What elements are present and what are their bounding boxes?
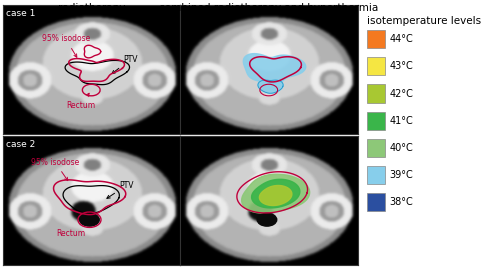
Text: 95% isodose: 95% isodose: [42, 34, 90, 57]
Ellipse shape: [80, 213, 99, 226]
Text: Rectum: Rectum: [56, 218, 86, 238]
Text: 40°C: 40°C: [390, 143, 413, 153]
Polygon shape: [242, 174, 310, 213]
FancyBboxPatch shape: [366, 166, 386, 184]
Text: PTV: PTV: [112, 55, 138, 73]
Text: case 1: case 1: [6, 9, 36, 18]
Text: 43°C: 43°C: [390, 61, 413, 71]
Text: 39°C: 39°C: [390, 170, 413, 180]
FancyBboxPatch shape: [366, 139, 386, 157]
Text: 38°C: 38°C: [390, 197, 413, 207]
Polygon shape: [252, 179, 300, 208]
Text: 95% isodose: 95% isodose: [31, 158, 79, 181]
Text: PTV: PTV: [107, 181, 134, 198]
Polygon shape: [258, 80, 283, 93]
FancyBboxPatch shape: [366, 57, 386, 75]
Text: Rectum: Rectum: [66, 93, 96, 110]
Polygon shape: [244, 54, 306, 85]
Text: 42°C: 42°C: [390, 89, 413, 99]
FancyBboxPatch shape: [366, 85, 386, 103]
FancyBboxPatch shape: [366, 112, 386, 130]
Text: 44°C: 44°C: [390, 34, 413, 44]
Text: radiotherapy: radiotherapy: [58, 3, 125, 13]
FancyBboxPatch shape: [366, 30, 386, 48]
Text: case 2: case 2: [6, 140, 36, 149]
Polygon shape: [260, 185, 292, 205]
Text: 41°C: 41°C: [390, 116, 413, 126]
Text: isotemperature levels: isotemperature levels: [366, 16, 480, 26]
FancyBboxPatch shape: [366, 193, 386, 211]
Ellipse shape: [257, 213, 276, 226]
Text: combined radiotherapy and hyperthermia: combined radiotherapy and hyperthermia: [160, 3, 378, 13]
